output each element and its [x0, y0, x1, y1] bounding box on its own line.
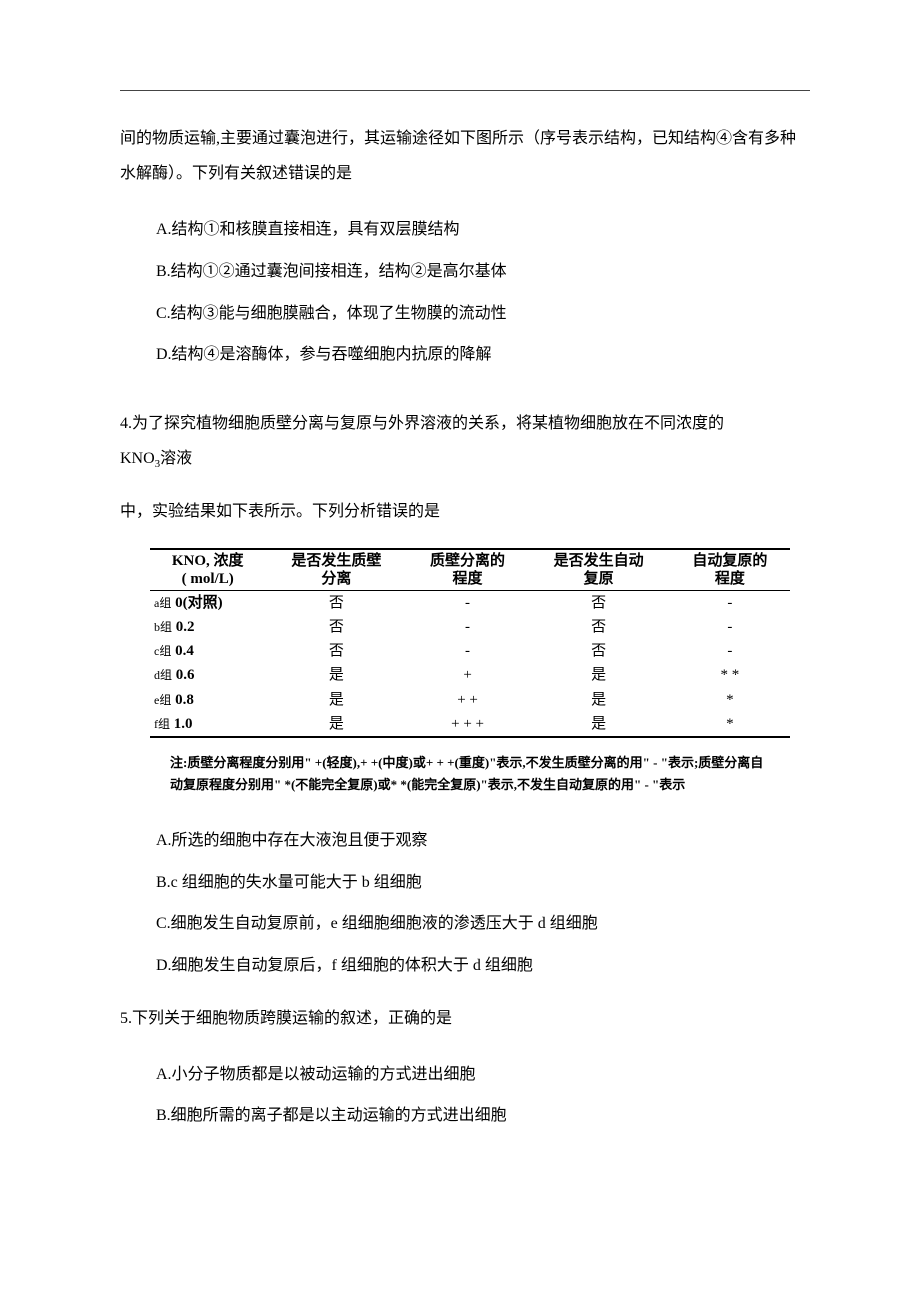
- header-text: 程度: [715, 571, 745, 587]
- cell-group: a组 0(对照): [150, 590, 265, 615]
- q4-stem-line2: 中，实验结果如下表所示。下列分析错误的是: [120, 494, 810, 529]
- q3-option-a: A.结构①和核膜直接相连，具有双层膜结构: [120, 209, 810, 251]
- cell-value: 是: [265, 663, 407, 687]
- cell-value: -: [670, 639, 790, 663]
- q5-option-b: B.细胞所需的离子都是以主动运输的方式进出细胞: [120, 1095, 810, 1137]
- table-row: c组 0.4否-否-: [150, 639, 790, 663]
- header-text: 是否发生质壁: [291, 553, 381, 569]
- header-text: ( mol/L): [182, 571, 234, 587]
- table-row: b组 0.2否-否-: [150, 615, 790, 639]
- cell-value: 否: [265, 615, 407, 639]
- cell-value: * *: [670, 663, 790, 687]
- cell-group: f组 1.0: [150, 712, 265, 737]
- cell-value: 是: [528, 663, 670, 687]
- q5-stem: 5.下列关于细胞物质跨膜运输的叙述，正确的是: [120, 1001, 810, 1036]
- cell-value: +: [407, 663, 527, 687]
- q3-option-c: C.结构③能与细胞膜融合，体现了生物膜的流动性: [120, 293, 810, 335]
- q4-stem-text2: 溶液: [160, 450, 192, 467]
- cell-value: -: [407, 615, 527, 639]
- header-text: 程度: [453, 571, 483, 587]
- cell-group: b组 0.2: [150, 615, 265, 639]
- cell-value: 否: [265, 639, 407, 663]
- q4-kno3-label: KNO: [120, 450, 155, 467]
- q4-option-a: A.所选的细胞中存在大液泡且便于观察: [120, 820, 810, 862]
- header-text: 自动复原的: [692, 553, 767, 569]
- q4-table-note: 注:质壁分离程度分别用" +(轻度),+ +(中度)或+ + +(重度)"表示,…: [170, 752, 770, 796]
- cell-value: 否: [528, 615, 670, 639]
- cell-group: e组 0.8: [150, 688, 265, 712]
- cell-value: 是: [265, 688, 407, 712]
- table-header-row: KNO, 浓度 ( mol/L) 是否发生质壁 分离 质壁分离的 程度 是否发生…: [150, 549, 790, 591]
- q4-stem-text1: 4.为了探究植物细胞质壁分离与复原与外界溶液的关系，将某植物细胞放在不同浓度的: [120, 415, 724, 432]
- table-row: e组 0.8是+ +是*: [150, 688, 790, 712]
- cell-value: -: [407, 590, 527, 615]
- top-rule: [120, 90, 810, 91]
- cell-value: -: [407, 639, 527, 663]
- cell-value: *: [670, 688, 790, 712]
- q3-stem-continued: 间的物质运输,主要通过囊泡进行，其运输途径如下图所示（序号表示结构，已知结构④含…: [120, 121, 810, 191]
- q3-option-d: D.结构④是溶酶体，参与吞噬细胞内抗原的降解: [120, 334, 810, 376]
- header-text: KNO, 浓度: [172, 553, 244, 569]
- cell-value: + + +: [407, 712, 527, 737]
- cell-group: d组 0.6: [150, 663, 265, 687]
- cell-group: c组 0.4: [150, 639, 265, 663]
- cell-value: 否: [528, 590, 670, 615]
- q4-stem-line1: 4.为了探究植物细胞质壁分离与复原与外界溶液的关系，将某植物细胞放在不同浓度的 …: [120, 406, 810, 477]
- cell-value: 是: [528, 712, 670, 737]
- header-text: 复原: [584, 571, 614, 587]
- header-text: 分离: [321, 571, 351, 587]
- cell-value: + +: [407, 688, 527, 712]
- q4-option-b: B.c 组细胞的失水量可能大于 b 组细胞: [120, 862, 810, 904]
- document-page: 间的物质运输,主要通过囊泡进行，其运输途径如下图所示（序号表示结构，已知结构④含…: [0, 0, 920, 1197]
- q4-option-c: C.细胞发生自动复原前，e 组细胞细胞液的渗透压大于 d 组细胞: [120, 903, 810, 945]
- q5-option-a: A.小分子物质都是以被动运输的方式进出细胞: [120, 1054, 810, 1096]
- header-text: 质壁分离的: [430, 553, 505, 569]
- cell-value: -: [670, 590, 790, 615]
- cell-value: 是: [528, 688, 670, 712]
- q3-option-b: B.结构①②通过囊泡间接相连，结构②是高尔基体: [120, 251, 810, 293]
- cell-value: 否: [265, 590, 407, 615]
- table-row: a组 0(对照)否-否-: [150, 590, 790, 615]
- cell-value: 否: [528, 639, 670, 663]
- col-header-recovery: 是否发生自动 复原: [528, 549, 670, 591]
- q4-option-d: D.细胞发生自动复原后，f 组细胞的体积大于 d 组细胞: [120, 945, 810, 987]
- cell-value: 是: [265, 712, 407, 737]
- header-text: 是否发生自动: [554, 553, 644, 569]
- q4-table-container: KNO, 浓度 ( mol/L) 是否发生质壁 分离 质壁分离的 程度 是否发生…: [150, 548, 780, 739]
- table-row: d组 0.6是+是* *: [150, 663, 790, 687]
- col-header-degree: 质壁分离的 程度: [407, 549, 527, 591]
- cell-value: -: [670, 615, 790, 639]
- table-body: a组 0(对照)否-否-b组 0.2否-否-c组 0.4否-否-d组 0.6是+…: [150, 590, 790, 737]
- cell-value: *: [670, 712, 790, 737]
- table-row: f组 1.0是+ + +是*: [150, 712, 790, 737]
- q4-data-table: KNO, 浓度 ( mol/L) 是否发生质壁 分离 质壁分离的 程度 是否发生…: [150, 548, 790, 739]
- col-header-plasmolysis: 是否发生质壁 分离: [265, 549, 407, 591]
- col-header-concentration: KNO, 浓度 ( mol/L): [150, 549, 265, 591]
- col-header-recovery-degree: 自动复原的 程度: [670, 549, 790, 591]
